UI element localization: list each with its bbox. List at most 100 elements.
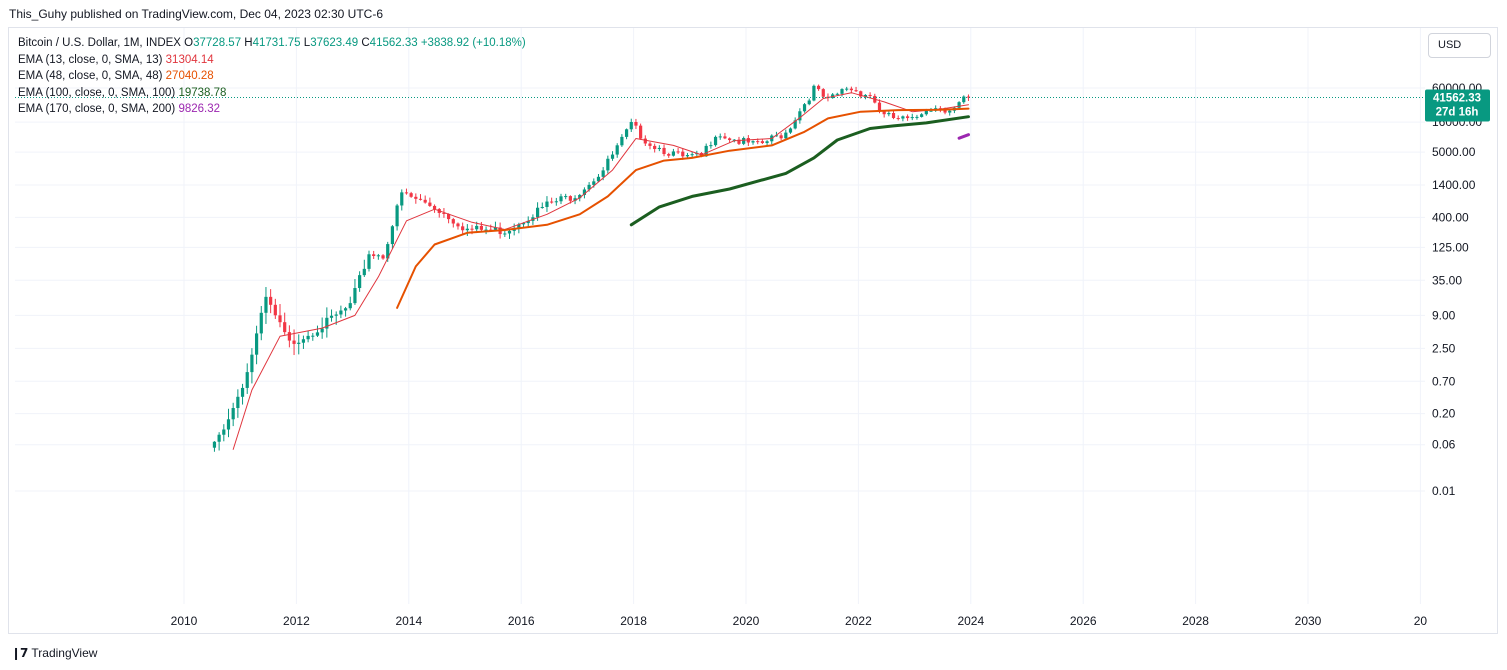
candle	[948, 110, 952, 116]
candle	[409, 191, 413, 198]
price-tick-label: 400.00	[1432, 210, 1469, 224]
candle	[376, 253, 380, 260]
candle	[217, 432, 221, 451]
candle	[934, 105, 938, 112]
last-price-tag: 41562.33 27d 16h	[1425, 89, 1490, 122]
candle	[774, 131, 779, 137]
candle	[358, 271, 362, 292]
ema-line	[396, 107, 970, 309]
candle	[372, 250, 376, 259]
candle	[793, 117, 797, 130]
candle	[915, 114, 919, 120]
candle	[461, 222, 465, 236]
price-tick-label: 35.00	[1432, 273, 1462, 287]
candle	[540, 202, 544, 209]
candle	[465, 224, 469, 237]
indicator-label[interactable]: EMA (100, close, 0, SMA, 100)	[18, 86, 176, 99]
indicator-legend-ema100[interactable]: EMA (100, close, 0, SMA, 100) 19738.78	[18, 85, 526, 102]
candle	[423, 195, 427, 204]
candle	[348, 296, 352, 311]
candle	[367, 250, 371, 272]
candle	[835, 92, 839, 96]
indicator-legend-ema48[interactable]: EMA (48, close, 0, SMA, 48) 27040.28	[18, 68, 526, 85]
time-tick-label: 2028	[1182, 614, 1209, 628]
change-value: +3838.92 (+10.18%)	[420, 37, 526, 49]
candle	[615, 143, 619, 158]
candle	[400, 189, 404, 211]
ema-lines	[232, 92, 970, 450]
symbol-legend-row[interactable]: Bitcoin / U.S. Dollar, 1M, INDEX O37728.…	[18, 35, 526, 52]
candle	[250, 348, 254, 384]
candle	[222, 424, 226, 442]
candle	[620, 134, 624, 147]
candle	[315, 325, 320, 337]
footer-branding: ❙7 TradingView	[11, 646, 97, 660]
indicator-label[interactable]: EMA (170, close, 0, SMA, 200)	[18, 103, 176, 115]
candle	[887, 110, 891, 117]
candle	[676, 148, 680, 154]
currency-button[interactable]: USD	[1428, 33, 1491, 58]
last-price-label: 41562.33	[1433, 92, 1481, 104]
ema-line	[629, 115, 970, 227]
time-tick-label: 2024	[957, 614, 984, 628]
candle	[896, 115, 900, 121]
candle	[390, 225, 395, 249]
symbol-name[interactable]: Bitcoin / U.S. Dollar, 1M, INDEX	[18, 37, 181, 49]
candle	[287, 325, 291, 348]
brand-name: TradingView	[31, 646, 98, 660]
bar-countdown-label: 27d 16h	[1436, 106, 1479, 118]
candle	[236, 389, 240, 418]
candle	[821, 88, 825, 99]
candle	[395, 203, 399, 231]
candle	[629, 118, 633, 133]
candle	[432, 204, 437, 213]
candle	[329, 309, 334, 322]
price-axis[interactable]: 60000.0016000.005000.001400.00400.00125.…	[1432, 81, 1482, 498]
candle	[653, 143, 657, 153]
candle	[648, 141, 652, 150]
candlestick-series	[212, 84, 971, 452]
indicator-label[interactable]: EMA (48, close, 0, SMA, 48)	[18, 70, 163, 82]
time-axis[interactable]: 2010 2012 2014 2016 2018 2020 2022 2024 2026 2028…	[171, 614, 1428, 628]
candle	[709, 141, 713, 149]
candle	[624, 128, 629, 140]
candle	[920, 113, 924, 118]
candle	[414, 193, 418, 204]
candle	[859, 90, 863, 99]
candle	[269, 289, 273, 314]
indicator-legend-ema170[interactable]: EMA (170, close, 0, SMA, 200) 9826.32	[18, 101, 526, 118]
candle	[447, 213, 451, 224]
candle	[428, 197, 432, 207]
candle	[962, 95, 966, 104]
time-tick-label: 20	[1414, 614, 1428, 628]
indicator-label[interactable]: EMA (13, close, 0, SMA, 13)	[18, 53, 163, 66]
candle	[802, 103, 807, 113]
candle	[751, 140, 755, 145]
candle	[807, 98, 811, 106]
candle	[451, 218, 455, 228]
candle	[362, 259, 366, 277]
candle	[779, 133, 783, 141]
time-tick-label: 2010	[171, 614, 198, 628]
ema-line	[957, 133, 970, 140]
candle	[353, 279, 357, 305]
candle	[545, 196, 549, 212]
candle	[418, 194, 423, 201]
candle	[493, 221, 498, 231]
time-tick-label: 2016	[508, 614, 535, 628]
candle	[667, 152, 671, 158]
time-tick-label: 2020	[733, 614, 760, 628]
candle	[746, 135, 750, 146]
candle	[343, 306, 348, 317]
high-label: H	[244, 37, 253, 49]
candle	[311, 332, 315, 341]
time-tick-label: 2030	[1295, 614, 1322, 628]
candle	[770, 134, 774, 145]
price-tick-label: 0.06	[1432, 438, 1456, 452]
candle	[784, 129, 788, 140]
candle	[231, 402, 235, 427]
indicator-legend-ema13[interactable]: EMA (13, close, 0, SMA, 13) 31304.14	[18, 52, 526, 69]
candle	[760, 138, 764, 145]
candle	[713, 135, 718, 147]
